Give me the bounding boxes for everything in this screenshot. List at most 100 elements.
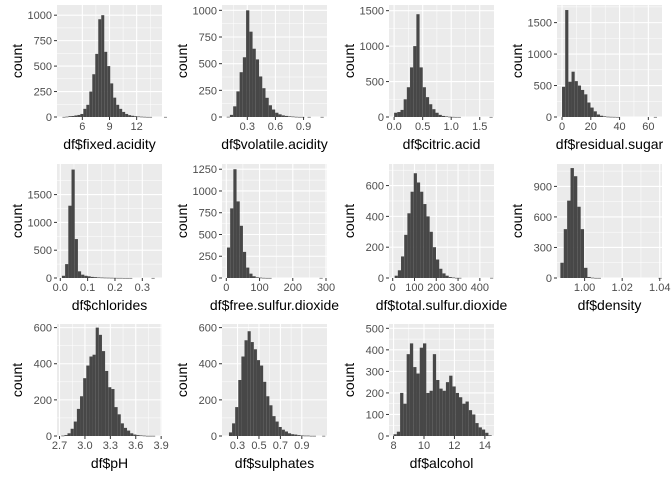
histogram-bar xyxy=(587,102,591,117)
histogram-bar xyxy=(404,234,408,278)
histogram-bar xyxy=(563,229,568,278)
histogram-bar xyxy=(80,396,84,436)
y-axis-title: count xyxy=(174,44,190,78)
y-tick-label: 1500 xyxy=(528,18,552,30)
histogram-bar xyxy=(281,429,285,436)
y-tick-label: 1000 xyxy=(193,5,217,17)
histogram-bar xyxy=(581,89,585,117)
histogram-bar xyxy=(468,410,473,436)
histogram-bar xyxy=(65,264,69,278)
y-tick-label: 0 xyxy=(211,273,217,285)
panel-background xyxy=(389,5,494,117)
histogram-bar xyxy=(242,57,247,117)
histogram-bar xyxy=(419,67,423,117)
histogram-bar xyxy=(120,423,124,436)
histogram-bar xyxy=(309,435,313,437)
histogram-bar xyxy=(400,109,404,117)
histogram-panel: 0.0 0.1 0.2 0.3 0 500 1000 1500 df$chlorides coun… xyxy=(9,164,162,313)
histogram-bar xyxy=(590,277,595,279)
x-axis-title: df$total.sulfur.dioxide xyxy=(376,297,508,313)
histogram-bar xyxy=(400,392,404,436)
histogram-bar xyxy=(573,176,578,278)
histogram-bar xyxy=(122,277,126,279)
histogram-bar xyxy=(97,277,101,279)
histogram-bar xyxy=(127,430,131,436)
x-tick-label: 0 xyxy=(390,282,396,294)
histogram-bar xyxy=(419,347,424,436)
histogram-bar xyxy=(80,113,84,117)
histogram-bar xyxy=(278,114,282,117)
histogram-bar xyxy=(571,71,575,117)
histogram-bar xyxy=(246,267,250,278)
histogram-bar xyxy=(291,116,295,118)
histogram-bar xyxy=(265,97,269,117)
y-tick-label: 300 xyxy=(366,366,384,378)
histogram-bar xyxy=(263,381,267,436)
x-tick-label: 3.6 xyxy=(128,440,143,452)
y-tick-label: 1500 xyxy=(360,6,384,18)
histogram-bar xyxy=(413,173,417,278)
histogram-bar xyxy=(593,111,597,117)
histogram-bar xyxy=(394,275,398,278)
x-tick-label: 0.3 xyxy=(135,282,150,294)
x-tick-label: 20 xyxy=(585,121,597,133)
histogram-bar xyxy=(143,116,147,118)
histogram-bar xyxy=(288,116,292,117)
histogram-bar xyxy=(653,116,657,118)
y-tick-label: 0 xyxy=(546,112,552,124)
y-tick-label: 500 xyxy=(199,229,217,241)
histogram-bar xyxy=(445,275,449,278)
histogram-bar xyxy=(86,365,90,436)
x-tick-label: 0.6 xyxy=(268,121,283,133)
x-tick-label: 0.3 xyxy=(240,121,255,133)
histogram-bar xyxy=(294,434,298,436)
histogram-bar xyxy=(451,116,455,118)
histogram-bar xyxy=(145,435,149,437)
histogram-bar xyxy=(406,87,411,117)
histogram-bar xyxy=(238,380,242,436)
histogram-bar xyxy=(266,396,270,436)
histogram-panel: 2.7 3.0 3.3 3.6 3.9 0 200 400 600 df$pH count xyxy=(9,323,169,471)
y-axis-title: count xyxy=(341,44,357,78)
histogram-bar xyxy=(109,277,114,279)
histogram-panel: 0 100 200 300 0 250 500 750 1000 1250 df$free.sulf… xyxy=(174,164,339,313)
histogram-bar xyxy=(410,191,414,278)
histogram-bar xyxy=(101,351,106,436)
x-tick-label: 14 xyxy=(479,440,491,452)
histogram-bar xyxy=(139,435,143,437)
histogram-bar xyxy=(448,116,452,118)
histogram-bar xyxy=(603,116,607,117)
histogram-bar xyxy=(81,274,85,278)
histogram-bar xyxy=(262,277,266,279)
histogram-bar xyxy=(92,354,96,436)
histogram-bar xyxy=(612,116,616,118)
histogram-bar xyxy=(560,262,564,278)
histogram-bar xyxy=(244,340,248,436)
y-tick-label: 500 xyxy=(34,245,52,257)
histogram-bar xyxy=(416,373,420,436)
histogram-bar xyxy=(597,277,601,279)
histogram-bar xyxy=(423,204,427,278)
histogram-bar xyxy=(61,275,66,278)
histogram-panel: 0.3 0.6 0.9 0 250 500 750 1000 df$volatile.acidi… xyxy=(174,5,328,152)
y-axis-title: count xyxy=(509,204,525,238)
y-tick-label: 1000 xyxy=(28,10,52,22)
x-axis-title: df$volatile.acidity xyxy=(221,136,328,152)
x-tick-label: 1.00 xyxy=(574,282,595,294)
histogram-bar xyxy=(303,435,307,437)
histogram-bar xyxy=(84,275,88,278)
x-tick-label: 0.5 xyxy=(415,121,430,133)
histogram-bar xyxy=(397,270,402,278)
histogram-bar xyxy=(448,277,452,278)
histogram-bar xyxy=(95,53,99,117)
histogram-bar xyxy=(278,426,282,436)
histogram-bar xyxy=(65,116,69,118)
histogram-panel: 0 20 40 60 0 500 1000 1500 df$residual.sugar coun… xyxy=(509,5,664,152)
x-axis-title: df$citric.acid xyxy=(403,136,481,152)
x-tick-label: 100 xyxy=(405,282,423,294)
histogram-bar xyxy=(133,434,137,436)
histogram-bar xyxy=(268,105,272,117)
histogram-bar xyxy=(100,277,104,279)
x-tick-label: 8 xyxy=(391,440,397,452)
y-tick-label: 600 xyxy=(34,323,52,335)
